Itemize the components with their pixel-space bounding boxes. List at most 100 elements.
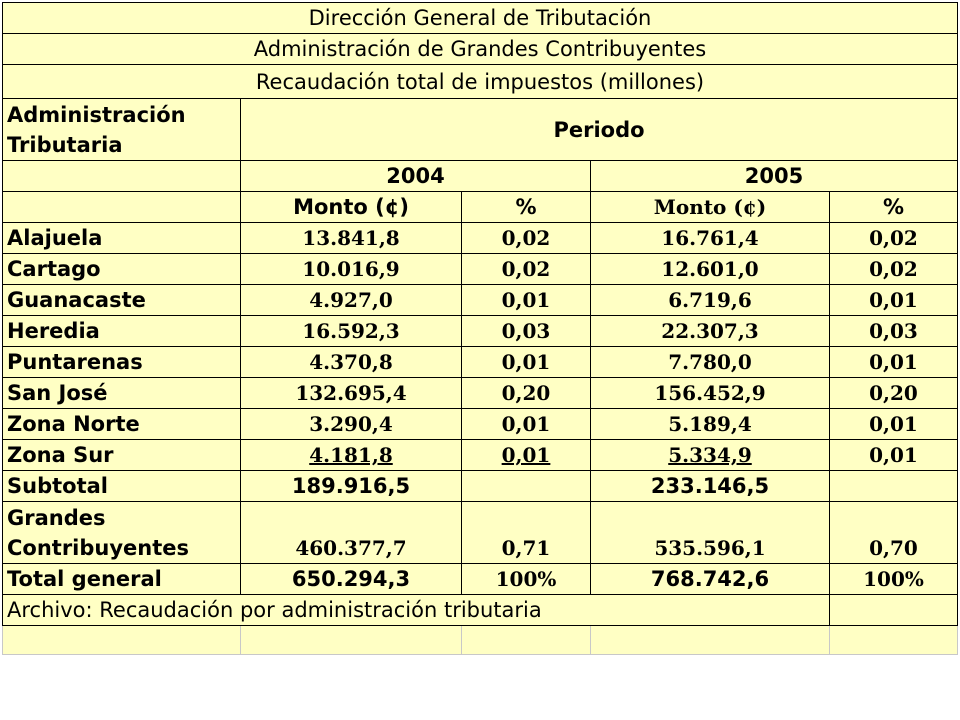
header-admin-tributaria: Administración Tributaria [2,98,241,161]
pct-2004-header: % [461,191,591,223]
grandes-pct-2005: 0,70 [829,501,958,564]
pct-2005: 0,01 [829,439,958,471]
pct-2005-header: % [829,191,958,223]
pct-2004: 0,01 [461,284,591,316]
grandes-row: Grandes Contribuyentes 460.377,7 0,71 53… [2,501,958,564]
pct-2004: 0,01 [461,346,591,378]
monto-2005-underlined: 5.334,9 [668,443,752,467]
monto-2004-underlined: 4.181,8 [309,443,393,467]
monto-2004: 4.370,8 [240,346,462,378]
row-name: Cartago [2,253,241,285]
grandes-label: Grandes Contribuyentes [2,501,241,564]
table-row: Alajuela 13.841,8 0,02 16.761,4 0,02 [2,222,958,254]
monto-2004: 16.592,3 [240,315,462,347]
row-name: Zona Sur [2,439,241,471]
pct-2005: 0,03 [829,315,958,347]
title-row-3: Recaudación total de impuestos (millones… [2,64,958,99]
row-name: Puntarenas [2,346,241,378]
total-2005: 768.742,6 [590,563,830,595]
pct-2005: 0,01 [829,408,958,440]
title-recaudacion: Recaudación total de impuestos (millones… [2,64,958,99]
empty-cell [2,625,241,655]
monto-2005-header: Monto (¢) [590,191,830,223]
table-row: Heredia 16.592,3 0,03 22.307,3 0,03 [2,315,958,347]
revenue-table: Dirección General de Tributación Adminis… [2,2,958,655]
title-row-1: Dirección General de Tributación [2,2,958,34]
row-name: Guanacaste [2,284,241,316]
year-row-empty [2,160,241,192]
archivo-row: Archivo: Recaudación por administración … [2,594,958,626]
subtotal-pct-2004 [461,470,591,502]
total-pct-2005: 100% [829,563,958,595]
year-2005: 2005 [590,160,958,192]
pct-2005: 0,20 [829,377,958,409]
monto-2005: 7.780,0 [590,346,830,378]
grandes-line2: Contribuyentes [7,535,190,560]
table-row: Zona Sur 4.181,8 0,01 5.334,9 0,01 [2,439,958,471]
header-admin-line1: Administración [7,102,186,127]
pct-2004-underlined: 0,01 [501,443,551,467]
pct-2005: 0,01 [829,284,958,316]
monto-2005: 16.761,4 [590,222,830,254]
subheader-row: Monto (¢) % Monto (¢) % [2,191,958,223]
pct-2005: 0,02 [829,222,958,254]
monto-2005: 22.307,3 [590,315,830,347]
row-name: Alajuela [2,222,241,254]
total-2004: 650.294,3 [240,563,462,595]
subtotal-pct-2005 [829,470,958,502]
table-row: Guanacaste 4.927,0 0,01 6.719,6 0,01 [2,284,958,316]
grandes-2004: 460.377,7 [240,501,462,564]
monto-2005: 6.719,6 [590,284,830,316]
monto-2004: 132.695,4 [240,377,462,409]
monto-2004: 4.927,0 [240,284,462,316]
table-row: Zona Norte 3.290,4 0,01 5.189,4 0,01 [2,408,958,440]
monto-2004: 4.181,8 [240,439,462,471]
table-row: Puntarenas 4.370,8 0,01 7.780,0 0,01 [2,346,958,378]
row-name: Zona Norte [2,408,241,440]
table-row: San José 132.695,4 0,20 156.452,9 0,20 [2,377,958,409]
monto-2004: 10.016,9 [240,253,462,285]
year-2004: 2004 [240,160,591,192]
monto-2004: 3.290,4 [240,408,462,440]
archivo-empty [829,594,958,626]
pct-2005: 0,01 [829,346,958,378]
monto-2005: 12.601,0 [590,253,830,285]
grandes-2005: 535.596,1 [590,501,830,564]
pct-2005: 0,02 [829,253,958,285]
table-row: Cartago 10.016,9 0,02 12.601,0 0,02 [2,253,958,285]
subtotal-2004: 189.916,5 [240,470,462,502]
monto-2004-header: Monto (¢) [240,191,462,223]
pct-2004: 0,02 [461,222,591,254]
title-row-2: Administración de Grandes Contribuyentes [2,33,958,65]
title-direccion: Dirección General de Tributación [2,2,958,34]
empty-cell [240,625,462,655]
year-row: 2004 2005 [2,160,958,192]
total-row: Total general 650.294,3 100% 768.742,6 1… [2,563,958,595]
header-admin-line2: Tributaria [7,132,123,157]
row-name: San José [2,377,241,409]
total-pct-2004: 100% [461,563,591,595]
pct-2004: 0,20 [461,377,591,409]
row-name: Heredia [2,315,241,347]
monto-2005: 156.452,9 [590,377,830,409]
monto-2005: 5.334,9 [590,439,830,471]
header-row: Administración Tributaria Periodo [2,98,958,161]
monto-2004: 13.841,8 [240,222,462,254]
grandes-line1: Grandes [7,505,106,530]
grandes-pct-2004: 0,71 [461,501,591,564]
subtotal-label: Subtotal [2,470,241,502]
pct-2004: 0,03 [461,315,591,347]
empty-row [2,625,958,655]
monto-2005: 5.189,4 [590,408,830,440]
pct-2004: 0,01 [461,439,591,471]
archivo-note: Archivo: Recaudación por administración … [2,594,830,626]
empty-cell [461,625,591,655]
empty-cell [590,625,830,655]
header-periodo: Periodo [240,98,958,161]
empty-cell [829,625,958,655]
subtotal-row: Subtotal 189.916,5 233.146,5 [2,470,958,502]
pct-2004: 0,02 [461,253,591,285]
subheader-empty [2,191,241,223]
title-administracion: Administración de Grandes Contribuyentes [2,33,958,65]
total-label: Total general [2,563,241,595]
